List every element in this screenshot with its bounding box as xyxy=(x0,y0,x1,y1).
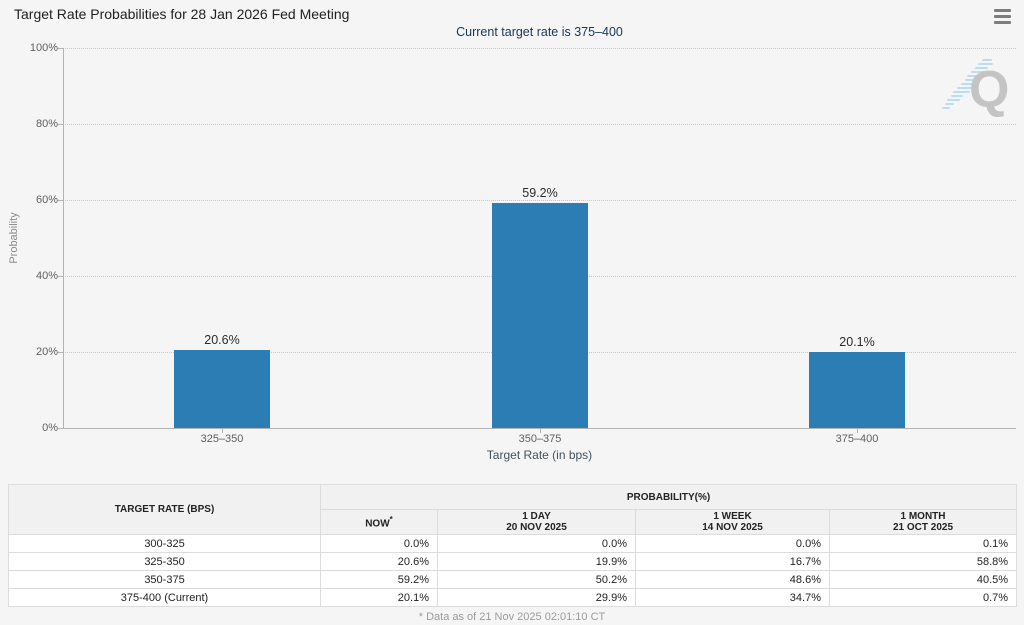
probability-group-header: PROBABILITY(%) xyxy=(319,484,1018,510)
menu-bar xyxy=(994,15,1011,18)
y-tick-mark xyxy=(58,352,63,353)
gridline xyxy=(63,124,1016,125)
bar-value-label: 20.6% xyxy=(204,332,240,347)
probability-bar[interactable] xyxy=(174,349,270,428)
y-tick-label: 60% xyxy=(35,194,58,206)
y-tick-mark xyxy=(58,428,63,429)
x-axis-line xyxy=(63,428,1016,429)
y-tick-mark xyxy=(58,48,63,49)
one-month-column-header: 1 MONTH 21 OCT 2025 xyxy=(828,509,1018,535)
quikstrike-watermark-icon: Q xyxy=(942,59,1009,119)
now-value-cell: 20.6% xyxy=(320,552,438,571)
y-axis-title: Probability xyxy=(8,212,20,264)
y-tick-label: 100% xyxy=(29,42,58,54)
column-date: 20 NOV 2025 xyxy=(506,522,567,533)
y-tick-mark xyxy=(58,200,63,201)
menu-bar xyxy=(994,21,1011,24)
now-value-cell: 0.0% xyxy=(320,534,438,553)
one-day-value-cell: 0.0% xyxy=(437,534,636,553)
one-month-value-cell: 0.7% xyxy=(828,588,1018,607)
probability-bar-chart: Probability 100% 80% 60% 40% 20% 0% 20.6… xyxy=(0,42,1024,464)
gridline xyxy=(63,48,1016,49)
column-date: 21 OCT 2025 xyxy=(892,522,954,533)
rate-column-header: TARGET RATE (BPS) xyxy=(8,484,321,535)
now-value-cell: 20.1% xyxy=(320,588,438,607)
y-tick-label: 0% xyxy=(42,422,58,434)
rate-cell: 375-400 (Current) xyxy=(8,588,321,607)
rate-cell: 350-375 xyxy=(8,570,321,589)
watermark-letter: Q xyxy=(969,61,1009,119)
chart-subtitle: Current target rate is 375–400 xyxy=(456,25,623,39)
menu-bar xyxy=(994,9,1011,12)
one-day-column-header: 1 DAY 20 NOV 2025 xyxy=(437,509,636,535)
column-date: 14 NOV 2025 xyxy=(702,522,763,533)
footnote-marker: * xyxy=(389,514,393,524)
probability-bar[interactable] xyxy=(809,351,905,428)
x-axis-title: Target Rate (in bps) xyxy=(486,448,593,462)
one-month-value-cell: 58.8% xyxy=(828,552,1018,571)
column-label: 1 MONTH xyxy=(900,511,946,522)
y-tick-label: 80% xyxy=(35,118,58,130)
one-month-value-cell: 40.5% xyxy=(828,570,1018,589)
table-header-row: TARGET RATE (BPS) PROBABILITY(%) xyxy=(8,484,1018,535)
one-day-value-cell: 29.9% xyxy=(437,588,636,607)
now-column-header: NOW* xyxy=(320,509,438,535)
column-label: NOW xyxy=(365,518,390,530)
bar-group: 20.1% xyxy=(809,335,905,428)
page-title: Target Rate Probabilities for 28 Jan 202… xyxy=(14,6,350,22)
bar-group: 59.2% xyxy=(492,186,588,428)
gridline xyxy=(63,200,1016,201)
probability-table: TARGET RATE (BPS) PROBABILITY(%) NOW* 1 … xyxy=(8,484,1018,607)
one-month-value-cell: 0.1% xyxy=(828,534,1018,553)
x-tick-mark xyxy=(540,428,541,433)
one-week-value-cell: 48.6% xyxy=(635,570,830,589)
one-week-value-cell: 16.7% xyxy=(635,552,830,571)
x-tick-label: 350–375 xyxy=(518,433,562,445)
y-axis-line xyxy=(63,48,64,428)
rate-cell: 300-325 xyxy=(8,534,321,553)
y-tick-mark xyxy=(58,276,63,277)
x-tick-mark xyxy=(857,428,858,433)
one-week-value-cell: 34.7% xyxy=(635,588,830,607)
now-value-cell: 59.2% xyxy=(320,570,438,589)
bar-value-label: 20.1% xyxy=(839,334,875,349)
table-row: 375-400 (Current) 20.1% 29.9% 34.7% 0.7% xyxy=(8,588,1018,607)
data-as-of-note: * Data as of 21 Nov 2025 02:01:10 CT xyxy=(418,611,606,623)
table-row: 325-350 20.6% 19.9% 16.7% 58.8% xyxy=(8,552,1018,571)
bar-group: 20.6% xyxy=(174,333,270,428)
one-day-value-cell: 19.9% xyxy=(437,552,636,571)
x-tick-mark xyxy=(222,428,223,433)
one-week-column-header: 1 WEEK 14 NOV 2025 xyxy=(635,509,830,535)
rate-cell: 325-350 xyxy=(8,552,321,571)
table-row: 300-325 0.0% 0.0% 0.0% 0.1% xyxy=(8,534,1018,553)
y-tick-label: 20% xyxy=(35,346,58,358)
y-tick-mark xyxy=(58,124,63,125)
one-day-value-cell: 50.2% xyxy=(437,570,636,589)
bar-value-label: 59.2% xyxy=(522,186,558,200)
table-row: 350-375 59.2% 50.2% 48.6% 40.5% xyxy=(8,570,1018,589)
one-week-value-cell: 0.0% xyxy=(635,534,830,553)
table-subheader-row: NOW* 1 DAY 20 NOV 2025 1 WEEK 14 NOV 202… xyxy=(9,509,1018,535)
y-tick-label: 40% xyxy=(35,270,58,282)
hamburger-menu-icon[interactable] xyxy=(994,9,1011,27)
probability-bar[interactable] xyxy=(492,203,588,428)
column-label: 1 DAY xyxy=(522,511,551,522)
column-label: 1 WEEK xyxy=(713,511,752,522)
x-tick-label: 325–350 xyxy=(200,433,244,445)
x-tick-label: 375–400 xyxy=(835,433,879,445)
